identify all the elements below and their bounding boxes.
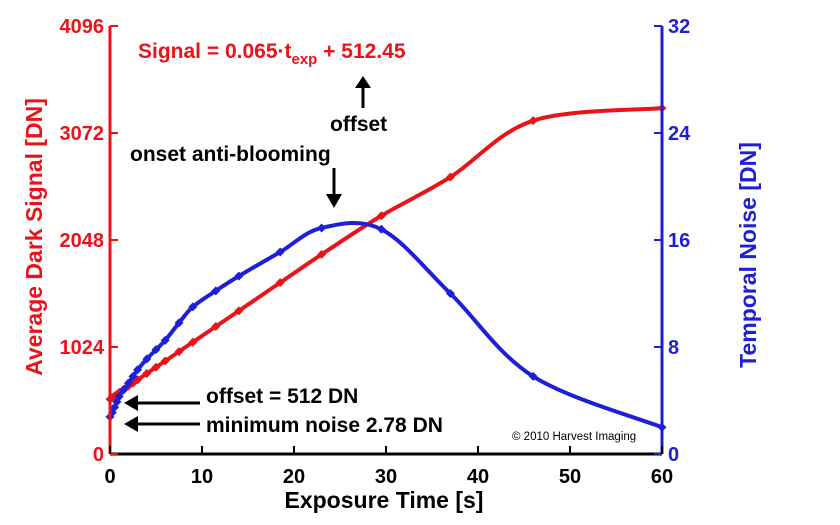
data-point-right: [317, 223, 327, 233]
series-right: [105, 221, 667, 432]
data-point-right: [142, 354, 152, 364]
data-point-right: [133, 365, 143, 375]
x-tick-label: 20: [283, 466, 305, 488]
axes: 0 1024 2048 3072 4096 0 8 16 24 32 0 10 20 30 40 50 60: [60, 16, 692, 488]
data-point-right: [275, 247, 285, 257]
data-point-right: [528, 371, 538, 381]
x-tick-label: 40: [467, 466, 489, 488]
y-right-tick-label: 8: [668, 337, 679, 359]
data-point-right: [128, 371, 138, 381]
y-right-tick-label: 0: [668, 444, 679, 466]
data-point-left: [160, 356, 170, 366]
x-axis-label: Exposure Time [s]: [285, 487, 484, 513]
offset-arrow-head: [355, 76, 371, 88]
min-noise-label: minimum noise 2.78 DN: [206, 414, 443, 437]
data-point-right: [211, 286, 221, 296]
data-point-right: [119, 385, 129, 395]
data-point-right: [188, 302, 198, 312]
data-point-left: [317, 249, 327, 259]
y-left-tick-label: 2048: [60, 230, 105, 252]
formula-main: Signal = 0.065·t: [138, 40, 291, 63]
y-right-tick-label: 24: [668, 123, 691, 145]
offset-value-arrow-head: [124, 395, 138, 411]
y-right-tick-label: 16: [668, 230, 690, 252]
data-point-left: [174, 347, 184, 357]
x-tick-label: 10: [191, 466, 213, 488]
onset-arrow-head: [326, 194, 342, 208]
y-axis-right-label: Temporal Noise [DN]: [735, 142, 761, 368]
onset-label: onset anti-blooming: [130, 143, 331, 166]
data-point-left: [376, 211, 386, 221]
y-left-tick-label: 4096: [60, 16, 105, 38]
series-line-right: [108, 221, 663, 430]
formula-annotation: Signal = 0.065·texp + 512.45: [138, 40, 406, 68]
offset-label: offset: [330, 113, 387, 136]
min-noise-arrow-head: [124, 416, 138, 432]
data-point-left: [151, 362, 161, 372]
data-point-left: [188, 337, 198, 347]
y-left-tick-label: 0: [93, 444, 104, 466]
data-point-right: [114, 391, 124, 401]
y-axis-left-label: Average Dark Signal [DN]: [21, 98, 47, 376]
y-left-tick-label: 1024: [60, 337, 105, 359]
data-point-right: [123, 378, 133, 388]
y-left-tick-label: 3072: [60, 123, 105, 145]
formula-subscript: exp: [291, 51, 317, 68]
x-tick-label: 0: [104, 466, 115, 488]
data-point-right: [376, 224, 386, 234]
data-point-right: [151, 345, 161, 355]
data-point-left: [445, 172, 455, 182]
x-tick-label: 50: [559, 466, 581, 488]
data-point-left: [275, 278, 285, 288]
data-point-left: [234, 306, 244, 316]
data-point-left: [211, 322, 221, 332]
data-point-right: [234, 271, 244, 281]
data-point-right: [174, 318, 184, 328]
data-point-left: [142, 369, 152, 379]
data-point-right: [160, 335, 170, 345]
x-tick-label: 60: [651, 466, 673, 488]
offset-value-label: offset = 512 DN: [206, 385, 358, 408]
data-point-left: [528, 116, 538, 126]
data-point-right: [445, 289, 455, 298]
y-right-tick-label: 32: [668, 16, 690, 38]
x-tick-label: 30: [375, 466, 397, 488]
copyright-note: © 2010 Harvest Imaging: [512, 431, 636, 443]
formula-tail: + 512.45: [317, 40, 405, 63]
